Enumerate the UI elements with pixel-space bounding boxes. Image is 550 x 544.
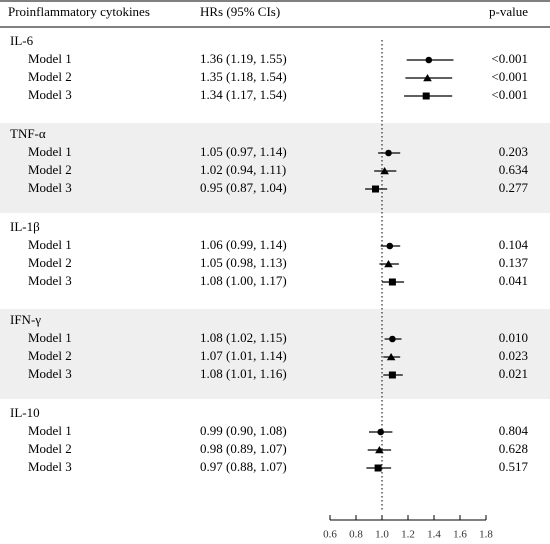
p-value: 0.021 — [499, 366, 528, 381]
model-label: Model 1 — [28, 237, 72, 252]
column-header: p-value — [489, 4, 528, 19]
marker — [375, 446, 384, 454]
model-label: Model 2 — [28, 69, 72, 84]
p-value: 0.041 — [499, 273, 528, 288]
p-value: 0.203 — [499, 144, 528, 159]
marker — [386, 353, 396, 361]
p-value: <0.001 — [491, 69, 528, 84]
p-value: 0.104 — [499, 237, 529, 252]
model-label: Model 3 — [28, 180, 72, 195]
model-label: Model 3 — [28, 366, 72, 381]
group-label: IL-10 — [10, 405, 40, 420]
p-value: 0.628 — [499, 441, 528, 456]
model-label: Model 1 — [28, 144, 72, 159]
hr-label: 1.34 (1.17, 1.54) — [200, 87, 287, 102]
column-header: Proinflammatory cytokines — [8, 4, 150, 19]
model-label: Model 2 — [28, 441, 72, 456]
model-label: Model 2 — [28, 255, 72, 270]
model-label: Model 3 — [28, 273, 72, 288]
hr-label: 0.97 (0.88, 1.07) — [200, 459, 287, 474]
hr-label: 1.07 (1.01, 1.14) — [200, 348, 287, 363]
p-value: 0.517 — [499, 459, 529, 474]
hr-label: 1.08 (1.01, 1.16) — [200, 366, 287, 381]
column-header: HRs (95% CIs) — [200, 4, 280, 19]
hr-label: 1.06 (0.99, 1.14) — [200, 237, 287, 252]
x-tick-label: 0.6 — [323, 529, 337, 541]
marker — [389, 335, 396, 343]
model-label: Model 1 — [28, 330, 72, 345]
p-value: 0.023 — [499, 348, 528, 363]
hr-label: 0.98 (0.89, 1.07) — [200, 441, 287, 456]
p-value: 0.010 — [499, 330, 528, 345]
hr-label: 1.08 (1.00, 1.17) — [200, 273, 287, 288]
hr-label: 1.05 (0.98, 1.13) — [200, 255, 287, 270]
x-tick-label: 1.0 — [375, 529, 389, 541]
x-tick-label: 1.4 — [427, 529, 441, 541]
marker — [388, 278, 396, 286]
model-label: Model 1 — [28, 51, 72, 66]
x-tick-label: 1.8 — [479, 529, 493, 541]
marker — [374, 464, 382, 472]
marker — [388, 371, 396, 379]
hr-label: 1.08 (1.02, 1.15) — [200, 330, 287, 345]
marker — [372, 185, 379, 193]
x-tick-label: 0.8 — [349, 529, 363, 541]
p-value: <0.001 — [491, 51, 528, 66]
marker — [385, 149, 392, 157]
marker — [422, 92, 430, 100]
marker — [425, 56, 433, 64]
hr-label: 1.05 (0.97, 1.14) — [200, 144, 287, 159]
p-value: 0.634 — [499, 162, 529, 177]
x-tick-label: 1.2 — [401, 529, 415, 541]
model-label: Model 3 — [28, 87, 72, 102]
hr-label: 1.35 (1.18, 1.54) — [200, 69, 287, 84]
p-value: <0.001 — [491, 87, 528, 102]
hr-label: 1.36 (1.19, 1.55) — [200, 51, 287, 66]
marker — [377, 428, 385, 436]
hr-label: 1.02 (0.94, 1.11) — [200, 162, 286, 177]
model-label: Model 3 — [28, 459, 72, 474]
p-value: 0.804 — [499, 423, 529, 438]
marker — [380, 167, 389, 175]
marker — [423, 74, 432, 82]
hr-label: 0.95 (0.87, 1.04) — [200, 180, 287, 195]
group-shade — [0, 123, 550, 213]
marker — [384, 260, 393, 268]
group-label: IL-6 — [10, 33, 34, 48]
group-label: IL-1β — [10, 219, 40, 234]
p-value: 0.277 — [499, 180, 529, 195]
group-label: TNF-α — [10, 126, 46, 141]
group-label: IFN-γ — [10, 312, 41, 327]
marker — [386, 242, 394, 250]
model-label: Model 2 — [28, 162, 72, 177]
model-label: Model 2 — [28, 348, 72, 363]
group-shade — [0, 309, 550, 399]
p-value: 0.137 — [499, 255, 529, 270]
model-label: Model 1 — [28, 423, 72, 438]
x-tick-label: 1.6 — [453, 529, 467, 541]
hr-label: 0.99 (0.90, 1.08) — [200, 423, 287, 438]
